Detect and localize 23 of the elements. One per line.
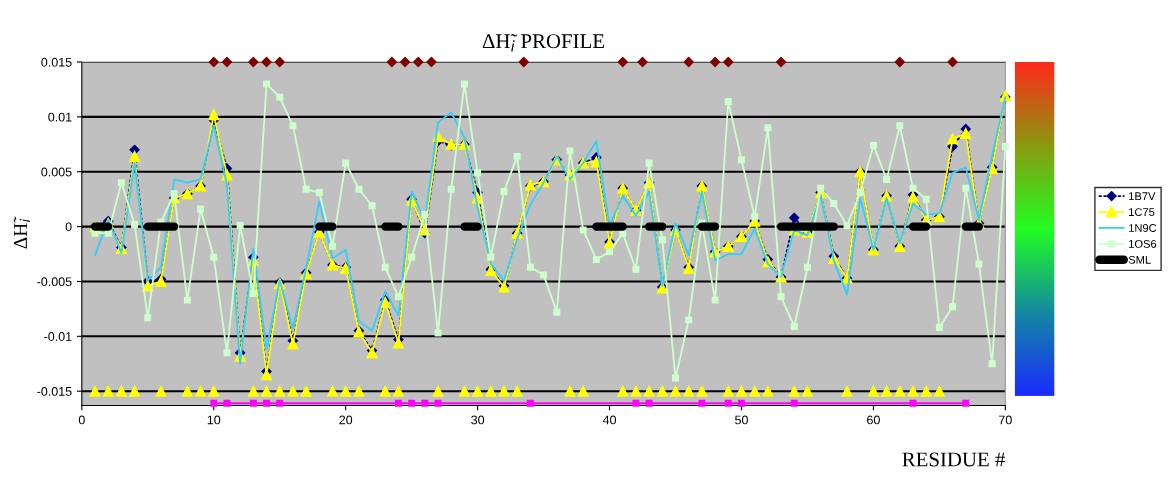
y-axis-title: ΔH̃$_{i}$ <box>13 216 31 249</box>
y-tick-label: 0.005 <box>41 167 72 177</box>
legend-label: SML <box>1128 255 1151 264</box>
legend-label: 1OS6 <box>1129 239 1157 248</box>
y-tick-label: -0.005 <box>37 277 72 287</box>
x-tick-label: 70 <box>999 415 1012 425</box>
y-tick-label: 0.01 <box>48 112 72 122</box>
x-tick-label: 60 <box>867 415 880 425</box>
x-axis-title: RESIDUE # <box>902 452 1005 467</box>
legend-label: 1B7V <box>1129 192 1156 201</box>
legend-label: 1N9C <box>1129 224 1157 232</box>
x-tick-label: 20 <box>339 415 353 425</box>
y-tick-label: 0.015 <box>41 57 72 67</box>
chart-title: ΔH̃$_{i}$ PROFILE <box>482 33 604 52</box>
x-tick-label: 30 <box>471 415 485 425</box>
x-tick-label: 10 <box>207 415 221 425</box>
x-tick-label: 40 <box>602 415 617 425</box>
y-tick-label: -0.015 <box>37 386 72 396</box>
x-tick-label: 0 <box>78 415 85 425</box>
legend-label: 1C75 <box>1129 208 1155 217</box>
y-tick-label: 0 <box>65 222 72 232</box>
y-tick-label: -0.01 <box>44 332 72 341</box>
x-tick-label: 50 <box>735 415 748 425</box>
